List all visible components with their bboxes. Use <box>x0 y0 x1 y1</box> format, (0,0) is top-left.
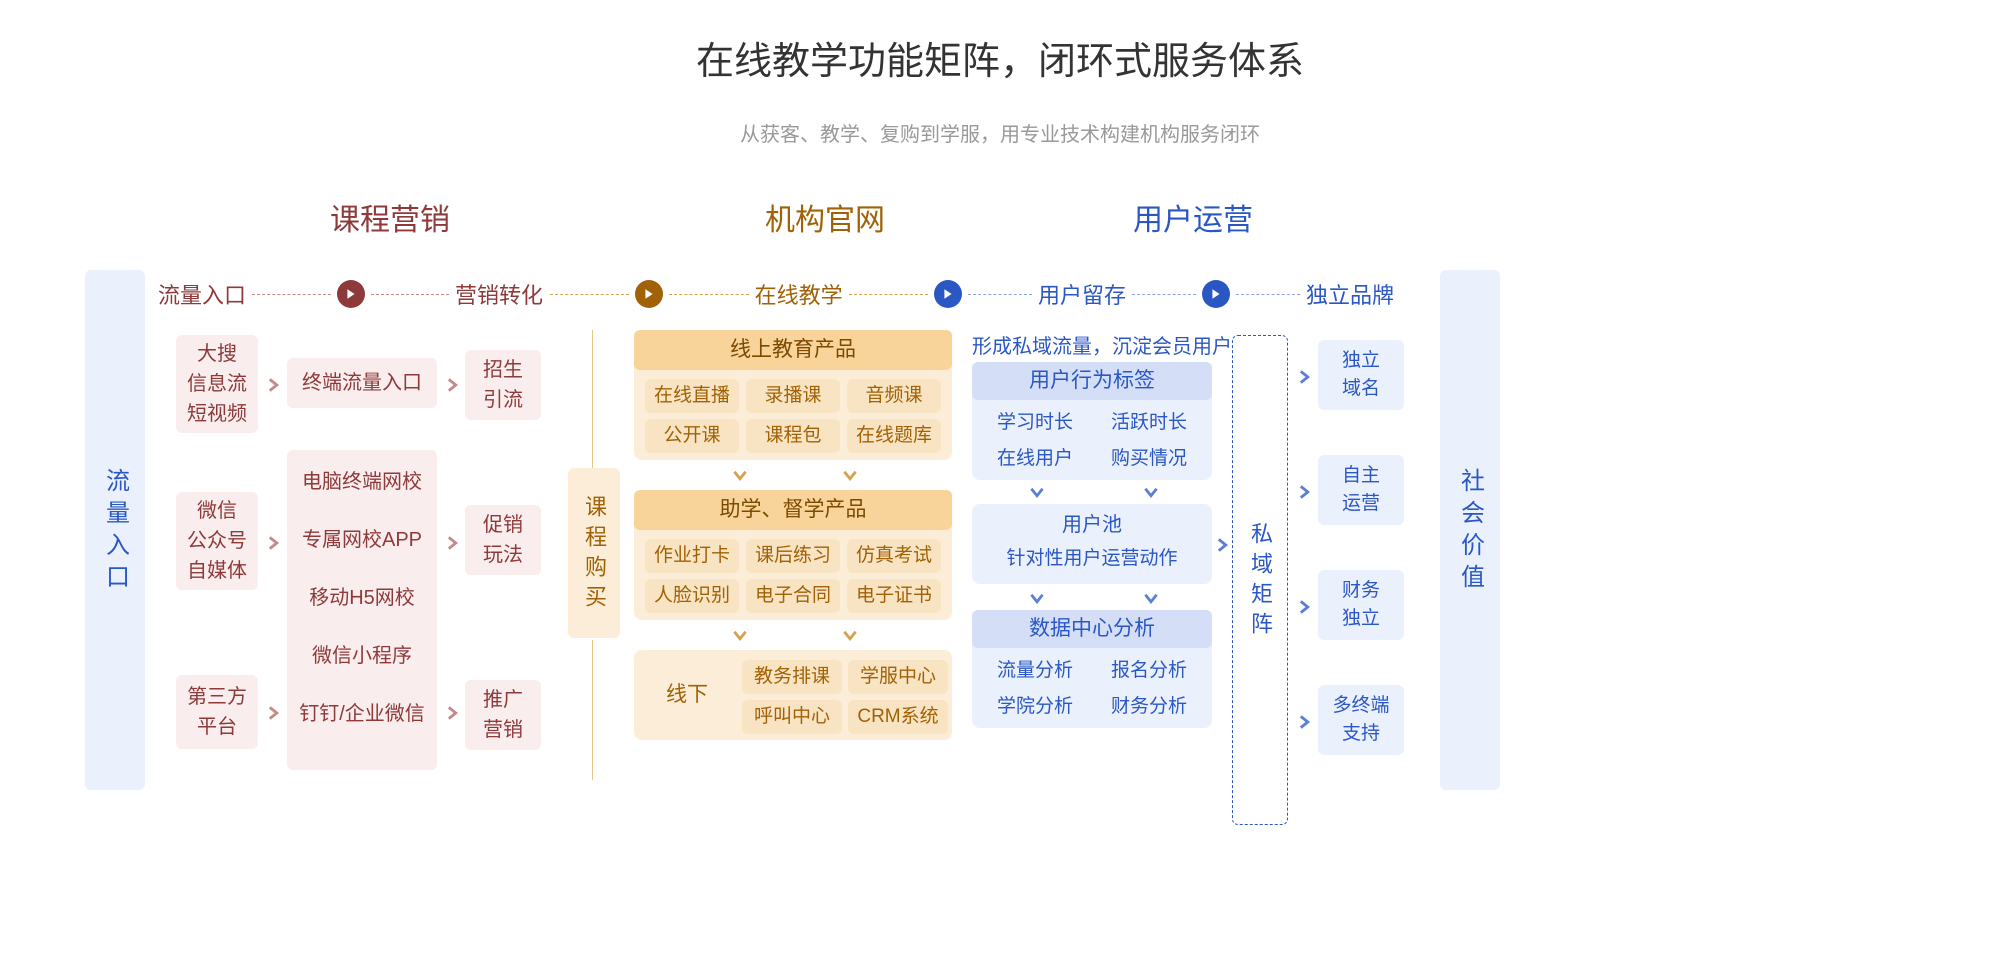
section-website: 机构官网 <box>765 195 885 239</box>
chevron-right-icon <box>446 378 460 392</box>
ch-miniprogram: 微信小程序 <box>287 634 437 678</box>
section-marketing: 课程营销 <box>330 195 450 239</box>
sub-convert: 营销转化 <box>455 278 543 310</box>
src-wechat: 微信 公众号 自媒体 <box>176 492 258 590</box>
offline-crm: CRM系统 <box>848 700 948 734</box>
teach-exam: 仿真考试 <box>847 539 941 573</box>
cv-enroll: 招生 引流 <box>465 350 541 420</box>
teach-audio: 音频课 <box>847 379 941 413</box>
ops-study-time: 学习时长 <box>982 406 1088 440</box>
src-thirdparty: 第三方 平台 <box>176 675 258 749</box>
section-ops: 用户运营 <box>1133 195 1253 239</box>
chevron-down-icon <box>733 469 747 483</box>
brand-domain: 独立 域名 <box>1318 340 1404 410</box>
brand-self-ops: 自主 运营 <box>1318 455 1404 525</box>
brand-finance: 财务 独立 <box>1318 570 1404 640</box>
sub-traffic: 流量入口 <box>158 278 246 310</box>
chevron-down-icon <box>1030 592 1044 606</box>
ops-signup-ana: 报名分析 <box>1096 654 1202 688</box>
chevron-right-icon <box>267 536 281 550</box>
pillar-traffic-entry: 流量入口 <box>85 270 145 790</box>
ops-academy-ana: 学院分析 <box>982 690 1088 724</box>
brand-multi-terminal: 多终端 支持 <box>1318 685 1404 755</box>
chevron-down-icon <box>1144 486 1158 500</box>
chevron-right-icon <box>1216 538 1230 552</box>
chevron-right-icon <box>267 706 281 720</box>
chevron-right-icon <box>1298 715 1312 729</box>
chevron-right-icon <box>446 706 460 720</box>
sub-retain: 用户留存 <box>1038 278 1126 310</box>
chevron-right-icon <box>1298 600 1312 614</box>
chevron-right-icon <box>1298 485 1312 499</box>
teach-bank: 在线题库 <box>847 419 941 453</box>
chevron-down-icon <box>1144 592 1158 606</box>
ch-app: 专属网校APP <box>287 518 437 562</box>
teach-record: 录播课 <box>746 379 840 413</box>
teach-live: 在线直播 <box>645 379 739 413</box>
ops-traffic-ana: 流量分析 <box>982 654 1088 688</box>
sub-teach: 在线教学 <box>755 278 843 310</box>
offline-service: 学服中心 <box>848 660 948 694</box>
chevron-down-icon <box>733 629 747 643</box>
ops-purchase: 购买情况 <box>1096 442 1202 476</box>
chevron-down-icon <box>1030 486 1044 500</box>
ch-h5: 移动H5网校 <box>287 576 437 620</box>
play-icon <box>337 280 365 308</box>
ops-pool-title: 用户池 <box>972 510 1212 540</box>
ops-g2-title: 数据中心分析 <box>972 610 1212 648</box>
teach-package: 课程包 <box>746 419 840 453</box>
page-subtitle: 从获客、教学、复购到学服，用专业技术构建机构服务闭环 <box>740 118 1260 147</box>
ops-online-user: 在线用户 <box>982 442 1088 476</box>
sub-brand: 独立品牌 <box>1306 278 1394 310</box>
teach-cert: 电子证书 <box>847 579 941 613</box>
ch-terminal: 终端流量入口 <box>287 358 437 408</box>
chevron-down-icon <box>843 629 857 643</box>
src-search: 大搜 信息流 短视频 <box>176 335 258 433</box>
ops-caption: 形成私域流量，沉淀会员用户 <box>972 330 1232 359</box>
ops-finance-ana: 财务分析 <box>1096 690 1202 724</box>
play-icon <box>635 280 663 308</box>
teach-group1-title: 线上教育产品 <box>634 330 952 370</box>
ch-pc: 电脑终端网校 <box>287 460 437 504</box>
cv-promo: 促销 玩法 <box>465 505 541 575</box>
teach-hw: 作业打卡 <box>645 539 739 573</box>
ops-active-time: 活跃时长 <box>1096 406 1202 440</box>
chevron-right-icon <box>1298 370 1312 384</box>
chevron-down-icon <box>843 469 857 483</box>
teach-group2-title: 助学、督学产品 <box>634 490 952 530</box>
cv-spread: 推广 营销 <box>465 680 541 750</box>
pillar-social-value: 社会价值 <box>1440 270 1500 790</box>
offline-call: 呼叫中心 <box>742 700 842 734</box>
teach-offline-label: 线下 <box>640 650 734 740</box>
chevron-right-icon <box>446 536 460 550</box>
pillar-private-matrix: 私域矩阵 <box>1232 335 1288 825</box>
teach-face: 人脸识别 <box>645 579 739 613</box>
offline-schedule: 教务排课 <box>742 660 842 694</box>
ops-g1-title: 用户行为标签 <box>972 362 1212 400</box>
teach-practice: 课后练习 <box>746 539 840 573</box>
page-title: 在线教学功能矩阵，闭环式服务体系 <box>696 30 1304 85</box>
pillar-purchase: 课程购买 <box>568 468 620 638</box>
teach-open: 公开课 <box>645 419 739 453</box>
chevron-right-icon <box>267 378 281 392</box>
ops-pool-sub: 针对性用户运营动作 <box>972 544 1212 574</box>
ch-dingtalk: 钉钉/企业微信 <box>287 692 437 736</box>
teach-contract: 电子合同 <box>746 579 840 613</box>
play-icon <box>1202 280 1230 308</box>
play-icon <box>934 280 962 308</box>
